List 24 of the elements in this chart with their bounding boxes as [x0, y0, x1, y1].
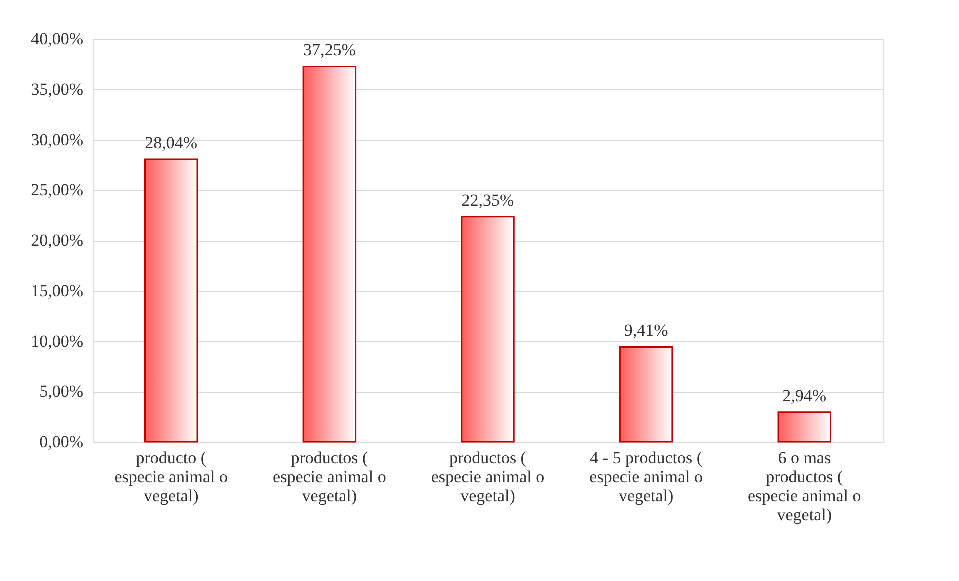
data-label: 2,94%: [782, 386, 827, 406]
y-tick-label: 20,00%: [31, 231, 84, 250]
y-tick-label: 25,00%: [31, 180, 84, 200]
bar: [144, 158, 198, 443]
bar: [302, 66, 357, 443]
bar: [778, 412, 832, 443]
x-tick-label: 6 o mas productos ( especie animal o vegetal): [748, 448, 862, 524]
x-tick-label: productos ( especie animal o vegetal): [431, 448, 545, 506]
data-label: 37,25%: [303, 40, 356, 60]
y-tick-label: 35,00%: [31, 80, 84, 99]
bar: [619, 346, 674, 443]
y-tick-label: 15,00%: [31, 281, 84, 300]
y-tick-label: 40,00%: [31, 30, 84, 48]
x-tick-label: producto ( especie animal o vegetal): [114, 448, 228, 506]
y-tick-label: 5,00%: [40, 382, 84, 402]
bar: [461, 216, 515, 443]
data-label: 22,35%: [462, 190, 514, 210]
x-tick-label: 4 - 5 productos ( especie animal o vegetal): [590, 448, 703, 506]
y-tick-label: 30,00%: [31, 130, 84, 150]
data-label: 9,41%: [624, 321, 668, 340]
data-label: 28,04%: [145, 133, 198, 152]
y-tick-label: 10,00%: [31, 332, 84, 351]
y-tick-label: 0,00%: [40, 432, 84, 452]
x-tick-label: productos ( especie animal o vegetal): [273, 448, 386, 506]
